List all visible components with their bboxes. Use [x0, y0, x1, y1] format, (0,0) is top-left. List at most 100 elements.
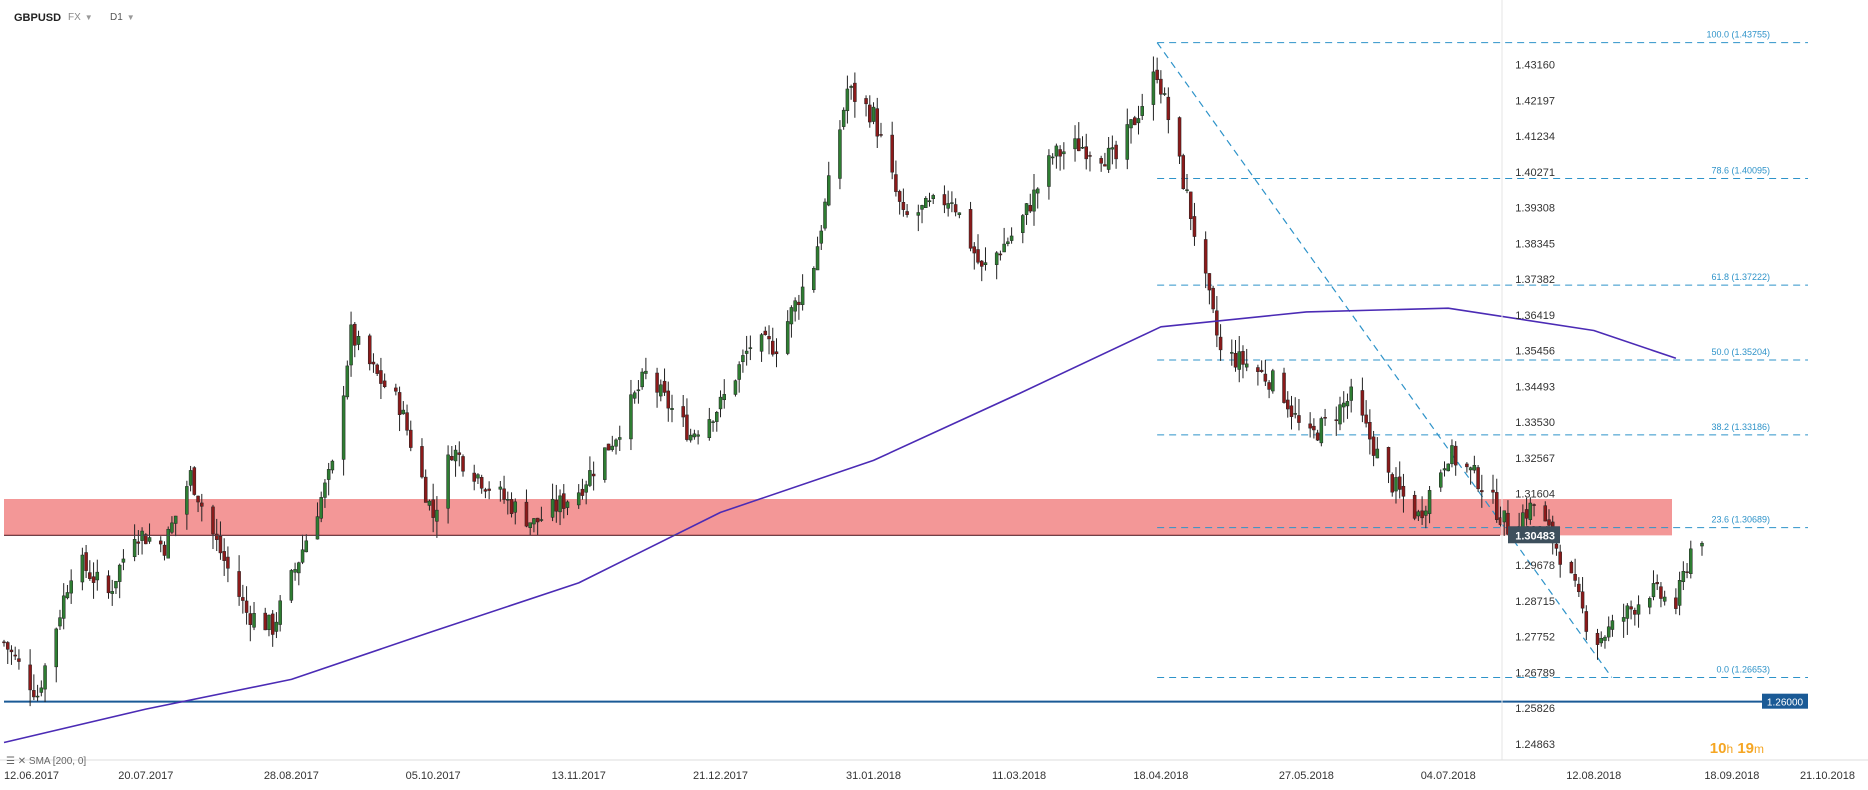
- candle-body: [696, 434, 700, 437]
- market-selector[interactable]: FX ▼: [68, 12, 93, 23]
- candle-body: [1002, 243, 1006, 253]
- candle-body: [946, 203, 950, 209]
- candle-body: [222, 551, 226, 561]
- candle-body: [1636, 604, 1641, 615]
- candle-body: [1677, 580, 1682, 606]
- candle-body: [1006, 241, 1010, 244]
- candle-body: [1349, 386, 1353, 401]
- candle-body: [588, 470, 592, 486]
- candle-body: [1439, 472, 1443, 488]
- candle-body: [173, 515, 178, 524]
- x-tick-label: 04.07.2018: [1421, 770, 1476, 782]
- candle-body: [826, 175, 831, 206]
- candle-body: [58, 617, 62, 627]
- timeframe-selector[interactable]: D1 ▼: [110, 12, 135, 23]
- candle-body: [1188, 191, 1193, 219]
- candle-body: [1218, 336, 1223, 351]
- candle-body: [330, 460, 335, 471]
- candle-body: [1054, 145, 1059, 157]
- candle-body: [420, 446, 424, 478]
- x-tick-label: 12.06.2017: [4, 770, 59, 782]
- candle-body: [1360, 390, 1365, 416]
- candle-body: [1647, 598, 1652, 608]
- candle-body: [528, 522, 532, 529]
- candle-body: [1077, 138, 1081, 152]
- candle-body: [1192, 216, 1197, 237]
- candle-body: [132, 539, 137, 558]
- candle-body: [185, 486, 189, 515]
- candle-body: [1345, 401, 1350, 407]
- candle-body: [1386, 447, 1391, 473]
- candle-body: [1480, 490, 1484, 493]
- candle-body: [1084, 146, 1088, 160]
- candle-body: [88, 572, 92, 579]
- candle-body: [435, 509, 439, 522]
- candle-body: [1524, 509, 1529, 519]
- candle-body: [688, 434, 693, 441]
- candle-body: [1424, 510, 1428, 516]
- candle-body: [1032, 189, 1036, 212]
- candle-body: [5, 642, 10, 650]
- candle-body: [136, 541, 141, 544]
- indicator-legend[interactable]: ☰ ✕ SMA [200, 0]: [6, 756, 86, 767]
- candle-body: [1088, 155, 1092, 157]
- candle-body: [1297, 415, 1301, 423]
- candle-body: [524, 501, 529, 527]
- y-tick-label: 1.39308: [1515, 203, 1555, 215]
- candle-body: [356, 336, 361, 345]
- fib-trend-line: [1156, 42, 1613, 678]
- candle-body: [1341, 402, 1346, 408]
- bar-countdown: 10h 19m: [1709, 740, 1764, 757]
- candle-body: [1103, 164, 1107, 167]
- candle-body: [1256, 367, 1260, 372]
- candle-body: [192, 467, 197, 495]
- candle-body: [1446, 463, 1450, 472]
- candle-body: [513, 501, 518, 513]
- x-tick-label: 18.04.2018: [1133, 770, 1188, 782]
- candle-body: [797, 301, 801, 306]
- candle-body: [483, 489, 488, 492]
- candle-body: [341, 395, 346, 460]
- candle-body: [1047, 155, 1051, 187]
- candle-body: [162, 544, 167, 556]
- candle-body: [920, 205, 924, 210]
- candle-body: [1547, 519, 1551, 526]
- x-tick-label: 31.01.2018: [846, 770, 901, 782]
- candle-body: [1375, 448, 1380, 459]
- candle-body: [871, 106, 876, 122]
- candle-body: [576, 492, 581, 506]
- candle-body: [614, 439, 618, 447]
- candle-body: [1035, 188, 1040, 194]
- candle-body: [1203, 239, 1208, 274]
- candle-body: [603, 447, 607, 480]
- candle-body: [1629, 606, 1633, 610]
- candle-body: [1412, 494, 1417, 519]
- candle-body: [1577, 583, 1581, 593]
- candle-body: [1416, 511, 1421, 517]
- candle-body: [1554, 543, 1559, 549]
- y-tick-label: 1.38345: [1515, 238, 1555, 250]
- candle-body: [927, 200, 932, 203]
- candle-body: [580, 488, 585, 496]
- candle-body: [237, 571, 241, 597]
- candle-body: [28, 664, 32, 691]
- candle-body: [655, 372, 659, 393]
- candle-body: [319, 497, 323, 519]
- candle-body: [1293, 413, 1297, 415]
- candle-body: [666, 390, 671, 409]
- candle-body: [1528, 502, 1533, 520]
- candle-body: [1177, 117, 1182, 157]
- candle-body: [640, 371, 644, 388]
- candle-body: [405, 412, 409, 431]
- candle-body: [2, 641, 6, 644]
- y-tick-label: 1.31604: [1515, 489, 1555, 501]
- candle-body: [759, 334, 764, 352]
- candle-body: [1125, 124, 1130, 160]
- last-price-tag: [1508, 526, 1560, 544]
- candle-body: [1155, 69, 1159, 80]
- candle-body: [890, 134, 894, 173]
- candle-body: [994, 252, 999, 265]
- candle-body: [1468, 467, 1473, 471]
- symbol-label[interactable]: GBPUSD: [14, 12, 62, 24]
